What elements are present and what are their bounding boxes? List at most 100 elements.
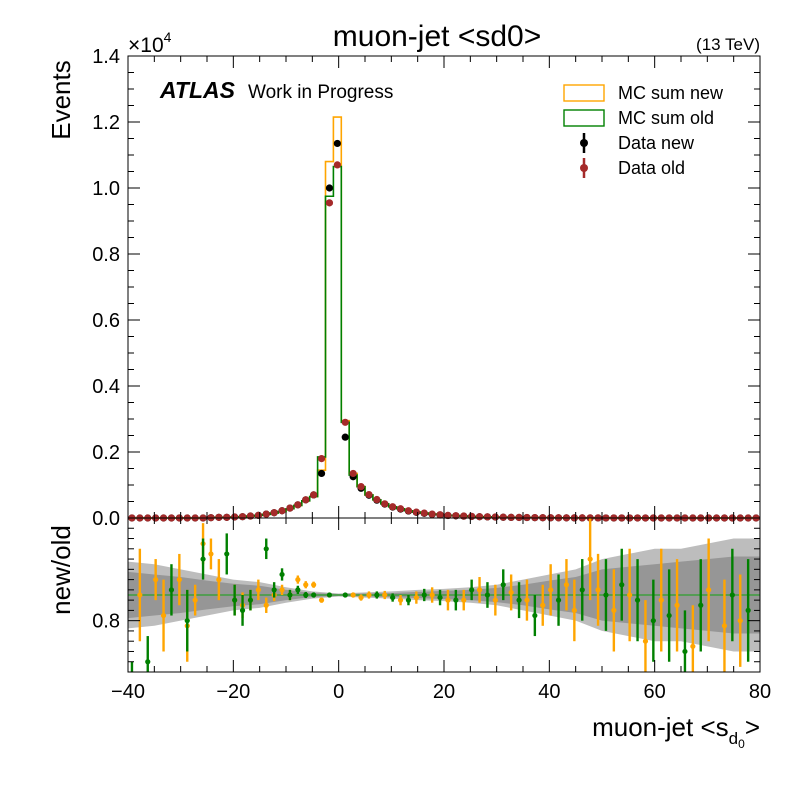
legend: MC sum new MC sum old Data new Data old bbox=[563, 83, 724, 178]
ratio-orange-point bbox=[311, 582, 317, 588]
legend-label: Data new bbox=[618, 133, 695, 153]
ratio-orange-point bbox=[429, 592, 435, 598]
ratio-green-point bbox=[326, 592, 333, 598]
ratio-orange-point bbox=[350, 592, 356, 598]
y-tick-label: 0.4 bbox=[92, 376, 120, 398]
data-point-data-old bbox=[475, 513, 484, 521]
ratio-orange-point bbox=[279, 587, 285, 593]
ratio-orange-point bbox=[571, 607, 577, 614]
ratio-green-point bbox=[579, 587, 585, 593]
ratio-orange-point bbox=[176, 577, 182, 583]
ratio-data-points bbox=[130, 518, 751, 672]
data-point-data-old bbox=[373, 495, 381, 504]
x-axis-label-sub-d: d bbox=[729, 729, 738, 748]
ratio-green-point bbox=[437, 594, 443, 601]
x-axis-label-sub-0: 0 bbox=[738, 737, 745, 751]
ratio-orange-point bbox=[658, 597, 664, 603]
data-point-data-old bbox=[357, 483, 365, 491]
ratio-green-point bbox=[247, 597, 254, 603]
ratio-green-point bbox=[453, 597, 459, 603]
y-axis-label-main: Events bbox=[46, 60, 76, 140]
atlas-label: ATLAS bbox=[159, 77, 236, 103]
main-axis-ticks: 0.0 0.2 0.4 0.6 0.8 1.0 1.2 1.4 bbox=[92, 46, 761, 530]
data-point-data-old bbox=[246, 512, 255, 520]
data-point-data-old bbox=[381, 500, 389, 508]
ratio-green-point bbox=[224, 551, 230, 557]
data-point-data-old bbox=[286, 504, 294, 512]
ratio-orange-point bbox=[611, 607, 617, 614]
y-scale-factor: ×104 bbox=[128, 29, 172, 57]
ratio-orange-point bbox=[160, 612, 167, 619]
ratio-orange-point bbox=[737, 618, 743, 624]
x-axis-label-main: muon-jet <s bbox=[592, 712, 729, 742]
ratio-orange-point bbox=[508, 589, 514, 596]
ratio-y-tick-label: 0.8 bbox=[92, 611, 120, 633]
legend-label: Data old bbox=[618, 158, 685, 178]
data-point-data-old bbox=[404, 507, 413, 515]
ratio-axis-ticks: 0.8 −40 −20 0 20 40 60 80 bbox=[92, 518, 771, 703]
ratio-green-point bbox=[295, 587, 301, 593]
data-point-data-old bbox=[317, 455, 326, 463]
ratio-orange-point bbox=[445, 597, 451, 603]
y-tick-label: 1.0 bbox=[92, 178, 120, 200]
ratio-orange-point bbox=[137, 592, 143, 598]
data-point-data-old bbox=[223, 513, 231, 521]
ratio-green-point bbox=[698, 602, 704, 608]
energy-label: (13 TeV) bbox=[696, 35, 760, 54]
data-point-data-old bbox=[215, 513, 223, 521]
y-tick-label: 1.2 bbox=[92, 112, 120, 134]
ratio-orange-point bbox=[208, 551, 214, 557]
ratio-green-point bbox=[184, 618, 190, 624]
ratio-orange-point bbox=[627, 592, 633, 598]
x-tick-label: −20 bbox=[216, 681, 250, 703]
data-point-data-old bbox=[270, 509, 278, 517]
ratio-orange-point bbox=[563, 582, 570, 588]
data-point-data-old bbox=[294, 501, 302, 509]
ratio-orange-point bbox=[587, 556, 593, 562]
ratio-orange-point bbox=[706, 587, 712, 593]
ratio-green-point bbox=[555, 597, 562, 603]
ratio-orange-point bbox=[358, 594, 364, 601]
data-point-data-old bbox=[515, 513, 523, 522]
ratio-orange-point bbox=[413, 594, 419, 601]
ratio-plot-area: 0.8 −40 −20 0 20 40 60 80 bbox=[92, 517, 771, 703]
ratio-green-point bbox=[374, 592, 380, 598]
ratio-green-point bbox=[390, 594, 396, 601]
ratio-orange-point bbox=[397, 597, 404, 603]
ratio-green-point bbox=[682, 648, 688, 655]
data-point-data-new bbox=[333, 139, 341, 148]
ratio-green-point bbox=[168, 587, 175, 593]
y-tick-label: 0.0 bbox=[92, 508, 120, 530]
ratio-orange-point bbox=[303, 582, 309, 588]
data-point-data-old bbox=[428, 510, 436, 518]
ratio-green-point bbox=[516, 597, 522, 603]
ratio-orange-point bbox=[318, 597, 325, 603]
ratio-green-point bbox=[650, 618, 656, 624]
ratio-orange-point bbox=[476, 587, 483, 593]
x-tick-label: 20 bbox=[433, 681, 455, 703]
data-point-data-old bbox=[389, 503, 397, 511]
atlas-sublabel: Work in Progress bbox=[248, 82, 393, 103]
legend-swatch bbox=[563, 84, 605, 102]
data-point-data-old bbox=[365, 490, 373, 499]
x-axis-label-end: > bbox=[745, 712, 760, 742]
ratio-orange-point bbox=[255, 587, 261, 593]
data-point-data-old bbox=[444, 511, 452, 519]
x-tick-label: 0 bbox=[333, 681, 344, 703]
ratio-green-point bbox=[239, 607, 246, 614]
x-axis-label: muon-jet <sd0> bbox=[592, 712, 760, 751]
ratio-green-point bbox=[200, 556, 206, 562]
ratio-green-point bbox=[287, 592, 293, 598]
data-point-data-old bbox=[238, 513, 247, 521]
ratio-orange-point bbox=[295, 577, 301, 583]
x-tick-label: 80 bbox=[749, 681, 771, 703]
data-point-data-new bbox=[317, 469, 326, 478]
data-point-data-old bbox=[341, 418, 349, 426]
y-axis-label-ratio: new/old bbox=[46, 525, 76, 615]
ratio-orange-point bbox=[192, 597, 198, 603]
ratio-orange-point bbox=[263, 602, 269, 608]
ratio-green-point bbox=[303, 592, 309, 598]
data-point-data-old bbox=[349, 469, 357, 478]
y-tick-label: 1.4 bbox=[92, 46, 120, 68]
data-point-data-old bbox=[278, 507, 286, 515]
